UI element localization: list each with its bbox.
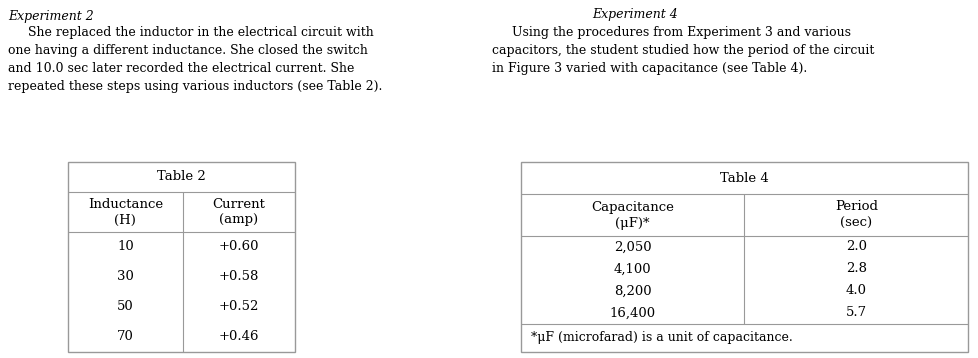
Text: 2.8: 2.8 [845,262,866,276]
Text: 10: 10 [116,241,134,253]
Bar [67,162,294,352]
Text: +0.60: +0.60 [218,241,259,253]
Text: *μF (microfarad) is a unit of capacitance.: *μF (microfarad) is a unit of capacitanc… [530,332,792,344]
Text: 8,200: 8,200 [613,285,651,297]
Text: 70: 70 [116,330,134,343]
Text: She replaced the inductor in the electrical circuit with
one having a different : She replaced the inductor in the electri… [8,26,382,93]
Text: Period
(sec): Period (sec) [834,200,877,229]
Text: +0.46: +0.46 [218,330,259,343]
Text: Table 4: Table 4 [720,171,768,184]
Text: Table 2: Table 2 [156,170,205,184]
Text: Experiment 2: Experiment 2 [8,10,94,23]
Text: 16,400: 16,400 [609,306,655,319]
Text: 5.7: 5.7 [845,306,866,319]
Text: 4.0: 4.0 [845,285,866,297]
Text: Capacitance
(μF)*: Capacitance (μF)* [591,200,674,229]
Text: 30: 30 [116,271,134,284]
Text: Experiment 4: Experiment 4 [592,8,677,21]
Text: Inductance
(H): Inductance (H) [88,198,162,227]
Text: Using the procedures from Experiment 3 and various
capacitors, the student studi: Using the procedures from Experiment 3 a… [492,26,873,75]
Text: Current
(amp): Current (amp) [212,198,265,227]
Text: 4,100: 4,100 [613,262,651,276]
Bar [520,162,967,352]
Text: 50: 50 [116,300,134,314]
Text: +0.58: +0.58 [218,271,259,284]
Text: +0.52: +0.52 [218,300,259,314]
Text: 2.0: 2.0 [845,241,866,253]
Text: 2,050: 2,050 [613,241,651,253]
